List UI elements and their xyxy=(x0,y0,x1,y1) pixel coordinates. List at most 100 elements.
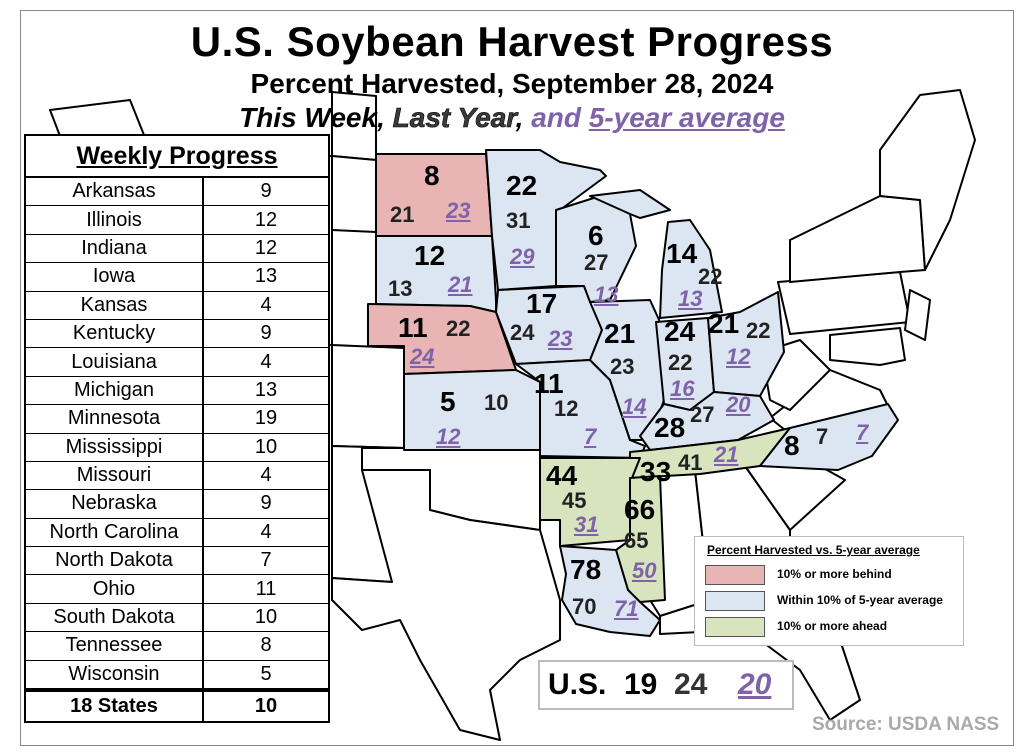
louisiana-last-year: 70 xyxy=(572,594,597,619)
table-cell-state: Missouri xyxy=(24,460,204,491)
us-total-label: U.S. xyxy=(548,668,607,701)
table-row: South Dakota 10 xyxy=(24,602,330,633)
state-illinois xyxy=(589,299,665,441)
north-dakota-five-year-avg: 23 xyxy=(446,198,471,223)
nebraska-this-week: 11 xyxy=(398,312,428,343)
us-total-five-year-avg: 20 xyxy=(738,668,772,701)
state-north-carolina xyxy=(759,403,899,471)
table-cell-value: 4 xyxy=(202,347,330,377)
table-row: North Carolina 4 xyxy=(24,517,330,548)
source-note: Source: USDA NASS xyxy=(812,714,1000,735)
kansas-this-week: 5 xyxy=(440,386,456,417)
table-row: Arkansas 9 xyxy=(24,176,330,207)
table-row: Missouri 4 xyxy=(24,460,330,491)
state-maryland-delaware xyxy=(829,327,906,366)
michigan-this-week: 14 xyxy=(666,238,698,269)
state-louisiana xyxy=(559,545,661,637)
state-new-jersey xyxy=(904,289,931,341)
legend-label-ahead: 10% or more ahead xyxy=(777,619,888,633)
wisconsin-five-year-avg: 13 xyxy=(594,282,619,307)
table-cell-state: Kansas xyxy=(24,290,204,320)
legend-swatch-within xyxy=(705,591,765,611)
table-cell-value: 7 xyxy=(202,546,330,576)
minnesota-this-week: 22 xyxy=(506,170,538,201)
table-cell-value: 10 xyxy=(202,432,330,462)
table-cell-state: Nebraska xyxy=(24,489,204,519)
ohio-five-year-avg: 12 xyxy=(726,344,751,369)
arkansas-this-week: 44 xyxy=(546,460,578,491)
table-cell-state: Minnesota xyxy=(24,404,204,434)
iowa-five-year-avg: 23 xyxy=(548,326,573,351)
missouri-this-week: 11 xyxy=(534,368,564,399)
kansas-last-year: 10 xyxy=(484,390,509,415)
illinois-five-year-avg: 14 xyxy=(622,394,647,419)
wisconsin-last-year: 27 xyxy=(584,250,609,275)
ohio-this-week: 21 xyxy=(708,308,740,339)
missouri-five-year-avg: 7 xyxy=(584,424,597,449)
table-row: Michigan 13 xyxy=(24,375,330,406)
table-row: Indiana 12 xyxy=(24,233,330,264)
key-sep-2: , xyxy=(515,102,524,133)
table-row: Kansas 4 xyxy=(24,290,330,320)
north-carolina-this-week: 8 xyxy=(784,430,800,461)
table-row: Wisconsin 5 xyxy=(24,659,330,691)
table-row: North Dakota 7 xyxy=(24,546,330,576)
table-cell-state: North Dakota xyxy=(24,546,204,576)
mississippi-last-year: 65 xyxy=(624,528,649,553)
state-new-york xyxy=(789,195,926,283)
tennessee-this-week: 33 xyxy=(640,456,672,487)
table-row: Tennessee 8 xyxy=(24,631,330,661)
kansas-five-year-avg: 12 xyxy=(436,424,461,449)
table-header: Weekly Progress xyxy=(24,134,330,178)
state-wyoming xyxy=(331,155,377,233)
table-body: Arkansas 9 Illinois 12 Indiana 12 Iowa 13 Kansas… xyxy=(24,176,330,723)
key-sep-1: , xyxy=(377,102,385,133)
indiana-this-week: 24 xyxy=(664,316,696,347)
minnesota-last-year: 31 xyxy=(506,208,531,233)
state-new-england xyxy=(879,89,976,271)
louisiana-five-year-avg: 71 xyxy=(614,596,639,621)
kentucky-five-year-avg: 20 xyxy=(726,392,751,417)
michigan-last-year: 22 xyxy=(698,264,723,289)
state-minnesota xyxy=(485,149,607,291)
table-cell-state: Iowa xyxy=(24,262,204,292)
legend-item-behind: 10% or more behind xyxy=(705,565,960,585)
south-dakota-last-year: 13 xyxy=(388,276,413,301)
us-total-last-year: 24 xyxy=(674,668,708,701)
us-total-this-week: 19 xyxy=(624,668,658,701)
tennessee-five-year-avg: 21 xyxy=(714,442,739,467)
table-total-value: 10 xyxy=(202,688,330,723)
table-cell-value: 9 xyxy=(202,176,330,207)
legend-title: Percent Harvested vs. 5-year average xyxy=(707,543,920,557)
legend-label-within: Within 10% of 5-year average xyxy=(777,593,943,607)
legend-swatch-ahead xyxy=(705,617,765,637)
michigan-five-year-avg: 13 xyxy=(678,286,703,311)
table-cell-value: 4 xyxy=(202,460,330,491)
table-cell-value: 4 xyxy=(202,290,330,320)
state-kansas xyxy=(403,369,541,451)
table-cell-value: 5 xyxy=(202,659,330,691)
table-cell-value: 4 xyxy=(202,517,330,548)
key-five-year: 5-year average xyxy=(588,102,785,133)
kentucky-last-year: 27 xyxy=(690,402,715,427)
indiana-five-year-avg: 16 xyxy=(670,376,695,401)
table-cell-state: Tennessee xyxy=(24,631,204,661)
legend-swatch-behind xyxy=(705,565,765,585)
table-total-row: 18 States 10 xyxy=(24,688,330,723)
table-cell-value: 9 xyxy=(202,489,330,519)
louisiana-this-week: 78 xyxy=(570,554,602,585)
iowa-this-week: 17 xyxy=(526,288,558,319)
mississippi-five-year-avg: 50 xyxy=(632,558,657,583)
state-arkansas xyxy=(539,457,641,547)
us-total-box: U.S. 19 24 20 xyxy=(538,660,794,710)
table-cell-state: Indiana xyxy=(24,233,204,264)
table-row: Kentucky 9 xyxy=(24,318,330,349)
table-cell-state: South Dakota xyxy=(24,602,204,633)
key-last-year: Last Year xyxy=(392,102,516,134)
table-row: Illinois 12 xyxy=(24,205,330,235)
north-carolina-five-year-avg: 7 xyxy=(856,420,869,445)
iowa-last-year: 24 xyxy=(510,320,535,345)
reporting-states xyxy=(367,149,899,637)
table-total-label: 18 States xyxy=(24,688,204,723)
legend-item-within: Within 10% of 5-year average xyxy=(705,591,960,611)
